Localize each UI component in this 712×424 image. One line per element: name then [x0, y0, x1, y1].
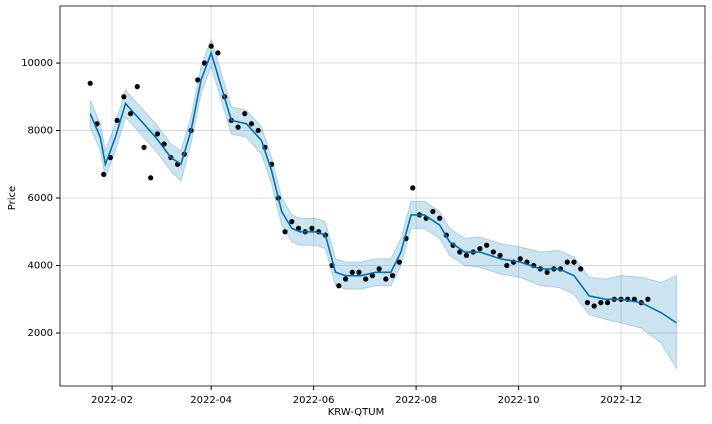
observation [255, 127, 261, 134]
observation [208, 43, 214, 49]
observation [282, 229, 288, 235]
observation [389, 273, 396, 279]
y-axis-label: Price [7, 186, 18, 210]
observation [161, 141, 167, 147]
forecast-line [89, 50, 677, 324]
observation [336, 283, 342, 289]
observation [437, 215, 443, 221]
observation [544, 269, 550, 275]
observation [87, 80, 93, 86]
y-tick-label: 2000 [28, 328, 53, 339]
observation [215, 50, 221, 56]
x-axis-label: KRW-QTUM [328, 407, 384, 418]
observation [195, 77, 201, 83]
observation [517, 256, 523, 262]
x-tick-label: 2022-08 [395, 395, 437, 406]
observation [376, 266, 382, 272]
observation [295, 225, 302, 231]
observation [490, 249, 496, 255]
x-tick-label: 2022-04 [190, 395, 232, 406]
observation [201, 60, 208, 66]
x-tick-label: 2022-06 [293, 395, 335, 406]
x-tick-label: 2022-10 [498, 395, 540, 406]
observation [248, 121, 255, 127]
y-tick-label: 10000 [21, 58, 53, 69]
observation [484, 242, 490, 248]
observation [383, 276, 389, 282]
y-tick-label: 8000 [28, 126, 53, 137]
observation [396, 259, 402, 265]
observation [242, 111, 248, 117]
y-tick-label: 6000 [28, 193, 53, 204]
observation [369, 273, 376, 279]
observation [154, 131, 161, 137]
observation [356, 269, 362, 275]
observation [121, 94, 127, 100]
observation [342, 276, 349, 282]
observation [571, 259, 577, 265]
observation [134, 84, 140, 90]
observation [309, 225, 315, 231]
observation [141, 144, 147, 151]
observation [457, 249, 463, 255]
observation [477, 246, 483, 252]
observation [497, 252, 503, 258]
observation [591, 303, 597, 309]
observation [148, 175, 154, 181]
observation [504, 262, 510, 269]
observation [289, 219, 295, 225]
observation [578, 266, 584, 272]
observation [363, 276, 369, 282]
observation [645, 296, 651, 302]
observation [463, 252, 470, 258]
x-tick-label: 2022-12 [600, 395, 642, 406]
observation [127, 111, 134, 117]
observation [410, 185, 416, 191]
observation [604, 300, 611, 306]
observation [564, 259, 570, 265]
observation [101, 171, 107, 178]
observation [430, 208, 436, 215]
observation [349, 269, 355, 275]
y-tick-label: 4000 [28, 261, 53, 272]
observation [235, 124, 241, 130]
observation [584, 300, 591, 306]
observation [114, 117, 120, 124]
plot-frame [59, 5, 706, 387]
observation [598, 300, 604, 306]
x-tick-label: 2022-02 [91, 395, 133, 406]
